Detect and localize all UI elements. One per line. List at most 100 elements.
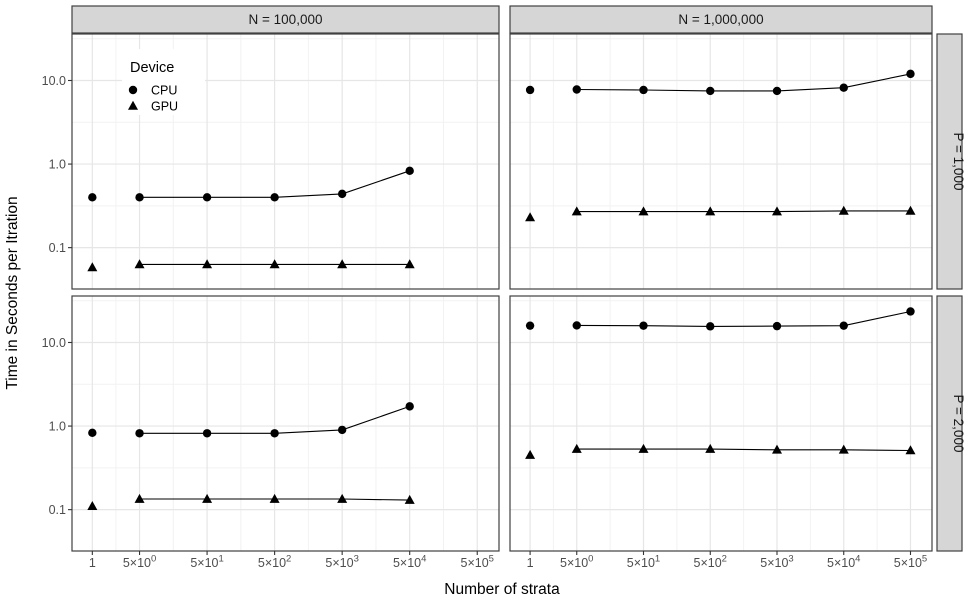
x-tick-label: 1 [527, 556, 534, 570]
data-point-gpu [87, 262, 98, 272]
y-tick-label: 0.1 [49, 503, 66, 517]
data-point-cpu [270, 193, 279, 202]
data-point-gpu [571, 206, 582, 216]
facet-panel [509, 33, 933, 290]
panel-background [72, 296, 499, 551]
legend-key-triangle-icon [128, 100, 138, 110]
data-point-gpu [337, 493, 348, 503]
data-point-gpu [905, 445, 916, 455]
data-point-gpu [202, 493, 213, 503]
facet-row-strip: P = 1,000 [936, 33, 966, 290]
data-point-gpu [838, 444, 849, 454]
y-tick-label: 1.0 [49, 157, 66, 171]
facet-row-strip-bg [936, 295, 963, 552]
series-line-gpu [576, 210, 911, 213]
facet-row-strip-label: P = 1,000 [951, 133, 966, 191]
facet-col-strip-label: N = 1,000,000 [678, 12, 763, 27]
x-tick-label: 5×103 [760, 554, 793, 571]
x-tick-label: 5×100 [560, 554, 593, 571]
data-point-cpu [906, 69, 915, 79]
x-tick-label: 5×102 [694, 554, 727, 571]
data-point-cpu [639, 85, 648, 95]
y-tick-label: 10.0 [42, 336, 66, 350]
data-point-gpu [87, 500, 98, 510]
legend-title: Device [130, 60, 174, 76]
data-point-gpu [771, 444, 782, 454]
data-point-gpu [134, 259, 145, 269]
series-line-cpu [576, 73, 911, 92]
data-point-cpu [337, 189, 347, 199]
facet-col-strip-label: N = 100,000 [249, 12, 323, 27]
data-point-cpu [572, 321, 581, 330]
data-point-gpu [134, 493, 145, 503]
y-tick-label: 0.1 [49, 241, 66, 255]
series-line-cpu [576, 310, 911, 327]
panel-background [510, 34, 932, 289]
panel-background [510, 296, 932, 551]
chart-generated-content: N = 100,000 N = 1,000,000 P = 1,000 P = 2,0… [42, 5, 966, 571]
panel-border [509, 33, 933, 290]
x-axis-title: Number of strata [444, 581, 560, 598]
x-tick-label: 5×100 [123, 554, 156, 571]
legend-key-circle-icon [128, 85, 138, 95]
data-point-gpu [404, 259, 415, 269]
x-tick-label: 5×101 [190, 554, 223, 571]
y-tick-label: 1.0 [49, 419, 66, 433]
x-tick-label: 5×104 [393, 554, 426, 571]
data-point-cpu [772, 321, 782, 331]
data-point-gpu [771, 206, 782, 216]
data-point-gpu [337, 259, 348, 269]
x-tick-label: 5×101 [627, 554, 660, 571]
x-tick-label: 5×102 [258, 554, 291, 571]
data-point-gpu [525, 212, 536, 222]
data-point-gpu [905, 205, 916, 215]
data-point-cpu [135, 429, 144, 438]
data-point-cpu [706, 86, 715, 96]
facet-col-strip: N = 1,000,000 [509, 5, 933, 34]
data-point-cpu [405, 402, 414, 411]
x-tick-label: 5×103 [325, 554, 358, 571]
data-point-cpu [706, 322, 715, 331]
x-tick-label: 5×104 [827, 554, 860, 571]
data-point-gpu [525, 449, 536, 459]
data-point-gpu [269, 259, 280, 269]
data-point-cpu [639, 321, 648, 330]
data-point-cpu [337, 425, 347, 435]
data-point-cpu [135, 193, 144, 202]
data-point-cpu [525, 85, 535, 95]
data-point-cpu [202, 429, 212, 438]
facet-panel [71, 295, 500, 552]
data-point-gpu [638, 443, 649, 453]
legend-background [122, 49, 205, 115]
x-tick-label: 5×105 [461, 554, 494, 571]
panel-border [71, 295, 500, 552]
y-axis-title: Time in Seconds per Itration [4, 196, 21, 389]
facet-panel [509, 295, 933, 552]
x-tick-label: 5×105 [894, 554, 927, 571]
data-point-gpu [404, 494, 415, 504]
data-point-gpu [571, 443, 582, 453]
data-point-cpu [839, 321, 848, 330]
facet-row-strip-label: P = 2,000 [951, 395, 966, 453]
data-point-cpu [839, 83, 848, 92]
facet-col-strip-bg [71, 5, 500, 34]
data-point-gpu [705, 206, 716, 216]
data-point-cpu [270, 429, 279, 438]
data-point-cpu [772, 86, 782, 96]
data-point-cpu [405, 166, 414, 176]
data-point-cpu [88, 428, 97, 438]
facet-col-strip-bg [509, 5, 933, 34]
facet-row-strip: P = 2,000 [936, 295, 966, 552]
panel-border [509, 295, 933, 552]
data-point-cpu [525, 321, 535, 330]
y-tick-label: 10.0 [42, 74, 66, 88]
legend-label-cpu: CPU [151, 84, 177, 98]
x-tick-label: 1 [89, 556, 96, 570]
data-point-cpu [572, 85, 581, 94]
data-point-gpu [705, 443, 716, 453]
facet-row-strip-bg [936, 33, 963, 290]
data-point-gpu [838, 205, 849, 215]
data-point-gpu [202, 259, 213, 269]
